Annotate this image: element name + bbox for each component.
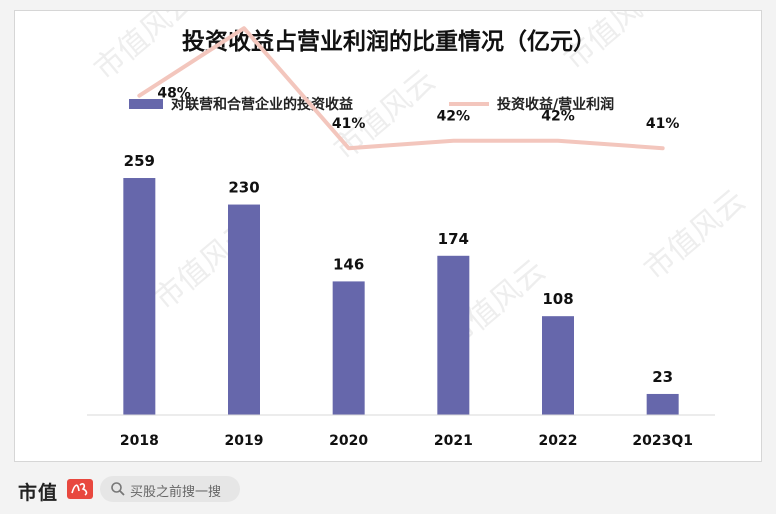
legend: 对联营和合营企业的投资收益 投资收益/营业利润	[129, 96, 614, 113]
legend-bar-label: 对联营和合营企业的投资收益	[171, 96, 353, 113]
chart-card: 市值风云 市值风云 市值风云 市值风云 市值风云 市值风云 投资收益占营业利润的比重情况（…	[14, 10, 762, 462]
legend-bar-swatch	[129, 99, 163, 109]
watermark-text: 市值风云	[328, 63, 442, 167]
chart-title: 投资收益占营业利润的比重情况（亿元）	[182, 28, 596, 55]
footer: 市值 买股之前搜一搜	[0, 464, 776, 514]
bar-value-label: 259	[124, 152, 155, 170]
brand-seal-icon	[67, 479, 93, 499]
data-labels: 259 230 146 174 108 23 48% 57% 41% 42% 42% 41%	[124, 11, 680, 386]
line-value-label: 57%	[227, 11, 261, 12]
x-tick-label: 2022	[539, 433, 578, 449]
bar-value-label: 23	[652, 368, 673, 386]
line-value-label: 42%	[541, 109, 575, 125]
x-tick-labels: 2018 2019 2020 2021 2022 2023Q1	[120, 433, 693, 449]
bar-value-label: 108	[542, 290, 573, 308]
bar-value-label: 146	[333, 255, 364, 273]
bar-value-label: 230	[228, 179, 259, 197]
x-tick-label: 2021	[434, 433, 473, 449]
search-icon	[111, 482, 125, 496]
line-path	[137, 26, 665, 151]
bar-2018	[123, 178, 156, 415]
bar-2023Q1	[646, 393, 679, 415]
x-tick-label: 2019	[225, 433, 264, 449]
x-tick-label: 2018	[120, 433, 159, 449]
line-value-label: 41%	[646, 116, 680, 132]
bar-2022	[542, 316, 574, 415]
line-value-label: 42%	[437, 109, 471, 125]
x-tick-label: 2023Q1	[632, 433, 693, 449]
line-series	[137, 26, 665, 151]
legend-line-swatch	[449, 102, 489, 106]
line-value-label: 48%	[157, 86, 191, 102]
bar-value-label: 174	[438, 230, 469, 248]
watermark-text: 市值风云	[638, 183, 752, 287]
brand-logo-text: 市值	[18, 482, 59, 504]
search-box[interactable]: 买股之前搜一搜	[100, 476, 240, 502]
bar-2019	[228, 204, 260, 415]
x-tick-label: 2020	[329, 433, 368, 449]
line-value-label: 41%	[332, 116, 366, 132]
bars	[123, 178, 679, 415]
bar-2020	[332, 281, 365, 415]
legend-line-label: 投资收益/营业利润	[497, 96, 614, 113]
bar-2021	[437, 255, 470, 415]
search-placeholder: 买股之前搜一搜	[130, 485, 222, 500]
